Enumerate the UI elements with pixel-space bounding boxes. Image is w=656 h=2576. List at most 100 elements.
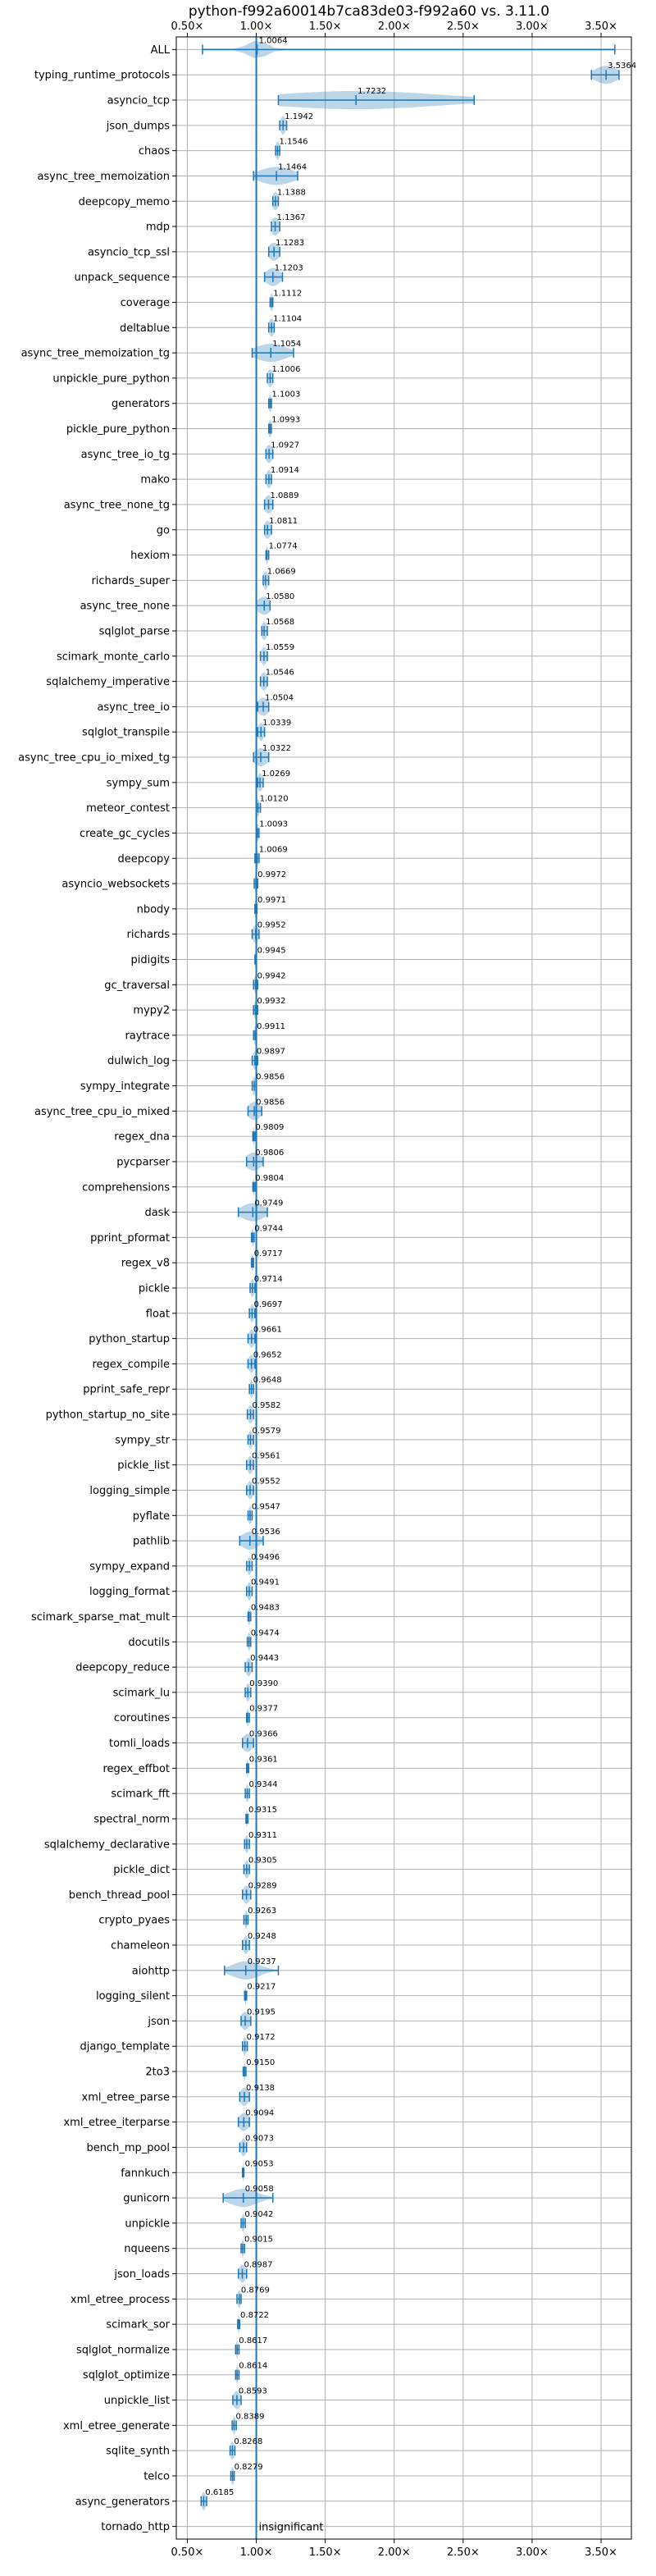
benchmark-label: scimark_sor [106, 2319, 170, 2332]
value-label: 1.1388 [277, 188, 306, 197]
benchmark-label: sqlite_synth [106, 2446, 170, 2458]
value-label: 1.0120 [260, 795, 289, 804]
benchmark-label: xml_etree_parse [82, 2091, 170, 2103]
benchmark-label: deepcopy_reduce [75, 1662, 170, 1674]
value-label: 1.1112 [273, 289, 302, 298]
benchmark-label: pickle_list [117, 1459, 170, 1472]
value-label: 0.9443 [250, 1654, 279, 1663]
benchmark-label: gc_traversal [104, 980, 170, 992]
value-label: 0.9856 [256, 1073, 285, 1082]
marks-layer [200, 37, 620, 2539]
value-label: 0.9491 [251, 1578, 280, 1587]
benchmark-label: asyncio_tcp_ssl [88, 246, 170, 258]
value-label: 0.9483 [251, 1604, 280, 1613]
value-label: 0.9952 [257, 921, 286, 930]
benchmark-label: nqueens [124, 2243, 170, 2255]
benchmark-label: pprint_pformat [90, 1232, 170, 1245]
value-label: 0.9344 [249, 1780, 278, 1789]
benchmark-label: async_tree_cpu_io_mixed [34, 1106, 170, 1118]
value-label: 0.9661 [253, 1326, 282, 1335]
insignificant-note: insignificant [259, 2522, 324, 2534]
chart-title: python-f992a60014b7ca83de03-f992a60 vs. … [189, 3, 549, 20]
value-label: 1.0669 [267, 567, 296, 576]
value-label: 0.9073 [245, 2134, 274, 2143]
benchmark-label: pathlib [133, 1536, 170, 1548]
benchmark-label: scimark_sparse_mat_mult [31, 1611, 170, 1624]
value-label: 0.9806 [255, 1149, 284, 1158]
value-label: 0.9390 [249, 1679, 278, 1688]
value-label: 0.9652 [253, 1350, 282, 1359]
benchmark-label: regex_compile [92, 1359, 170, 1371]
benchmark-label: pyflate [133, 1510, 170, 1523]
benchmark-label: telco [144, 2470, 170, 2482]
value-label: 1.0993 [271, 416, 300, 425]
value-label: 0.9536 [252, 1528, 280, 1537]
value-label: 0.9053 [245, 2159, 274, 2168]
x-tick-label-bottom: 2.00× [378, 2546, 411, 2559]
value-label: 1.0339 [262, 719, 291, 728]
benchmark-label: bench_thread_pool [69, 1889, 170, 1902]
benchmark-label: deepcopy_memo [79, 196, 170, 208]
value-label: 0.9248 [248, 1932, 276, 1941]
value-label: 0.9561 [252, 1452, 280, 1461]
benchmark-label: meteor_contest [86, 802, 170, 815]
value-label: 0.8722 [240, 2311, 269, 2320]
value-label: 1.0322 [262, 744, 291, 753]
value-label: 0.9911 [257, 1022, 285, 1031]
benchmark-label: async_tree_cpu_io_mixed_tg [18, 752, 170, 765]
value-label: 1.0889 [270, 491, 298, 500]
benchmark-label: unpickle [125, 2217, 170, 2230]
value-label: 1.1464 [278, 162, 307, 171]
benchmark-label: pickle [139, 1283, 170, 1295]
benchmark-label: coroutines [114, 1712, 170, 1724]
benchmark-label: pprint_safe_repr [83, 1384, 170, 1396]
value-label: 1.0811 [269, 517, 298, 526]
x-tick-label-bottom: 1.00× [240, 2546, 273, 2559]
benchmark-label: mako [140, 474, 170, 486]
x-tick-label-bottom: 2.50× [447, 2546, 480, 2559]
benchmark-label: typing_runtime_protocols [34, 70, 170, 82]
value-label: 0.8279 [235, 2463, 263, 2472]
value-label: 0.9377 [249, 1705, 278, 1714]
grid-layer [172, 33, 631, 2543]
value-label: 0.9361 [249, 1755, 278, 1764]
value-label: 1.7232 [358, 87, 386, 96]
value-label: 0.9648 [253, 1376, 282, 1385]
value-label: 1.0546 [266, 669, 294, 678]
benchmark-label: richards_super [91, 575, 170, 587]
benchmark-label: async_generators [75, 2496, 171, 2508]
value-label: 0.8614 [239, 2362, 267, 2371]
value-label: 0.9804 [255, 1174, 284, 1183]
benchmark-label: sympy_sum [107, 777, 170, 789]
benchmark-label: regex_dna [114, 1131, 170, 1144]
value-label: 1.1367 [277, 213, 306, 222]
benchmark-label: crypto_pyaes [98, 1915, 170, 1927]
value-label: 0.9138 [246, 2084, 275, 2093]
value-label: 0.9289 [248, 1881, 277, 1890]
benchmark-label: create_gc_cycles [80, 828, 170, 840]
value-label: 0.9932 [257, 997, 285, 1006]
value-label: 0.9942 [257, 971, 286, 980]
benchmark-label: logging_silent [96, 1990, 170, 2003]
benchmark-label: coverage [121, 297, 170, 309]
x-tick-label-top: 2.00× [378, 21, 411, 33]
benchmark-label: richards [127, 929, 171, 941]
labels-layer: 0.50× 0.50× 1.00× 1.00× 1.50× 1.50× 2.00× 2.00×… [18, 21, 636, 2559]
x-tick-label-bottom: 1.50× [309, 2546, 342, 2559]
benchmark-label: tornado_http [101, 2521, 170, 2533]
value-label: 0.9195 [247, 2007, 276, 2016]
benchmark-label: json [147, 2016, 170, 2028]
benchmark-label: tomli_loads [109, 1738, 170, 1750]
benchmark-label: scimark_monte_carlo [57, 651, 170, 663]
benchmark-label: xml_etree_generate [63, 2420, 170, 2432]
benchmark-label: pickle_dict [113, 1864, 170, 1876]
value-label: 1.1942 [285, 112, 313, 121]
value-label: 1.0568 [266, 618, 294, 627]
benchmark-label: sqlglot_optimize [83, 2369, 170, 2382]
benchmark-label: xml_etree_process [71, 2294, 170, 2306]
benchmark-label: async_tree_none_tg [64, 499, 170, 511]
value-label: 1.1006 [271, 365, 300, 374]
benchmark-label: raytrace [125, 1030, 170, 1042]
value-label: 0.8389 [235, 2412, 264, 2421]
benchmark-label: sympy_integrate [80, 1080, 170, 1093]
